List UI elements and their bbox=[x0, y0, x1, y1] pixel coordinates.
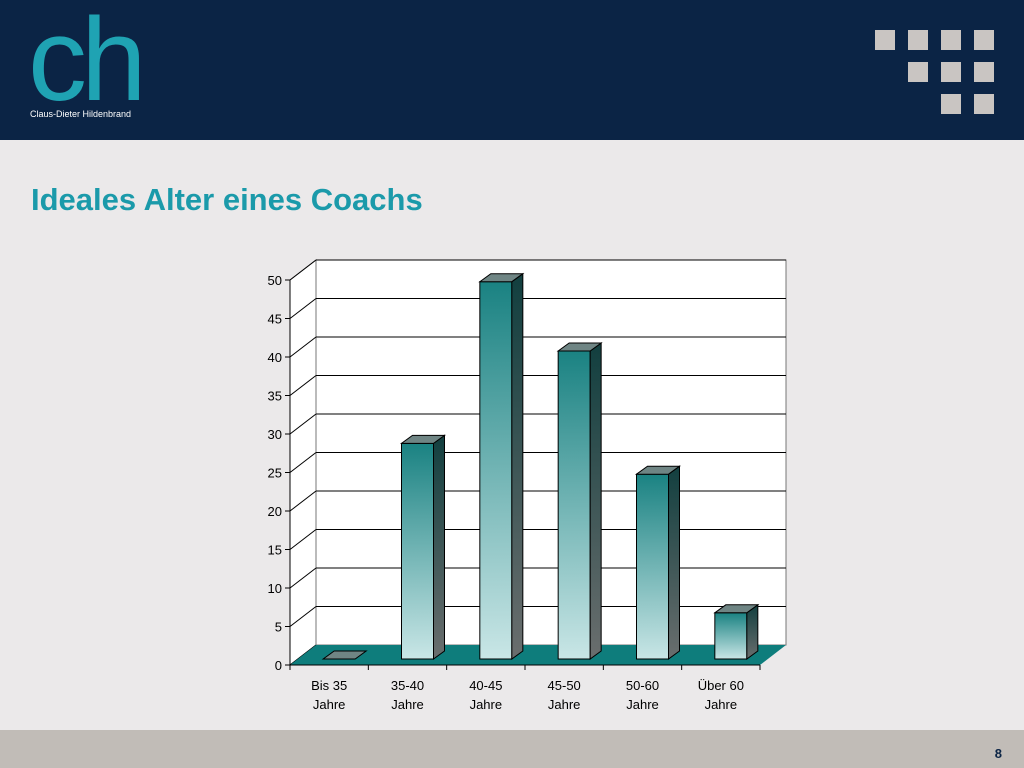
bar-side bbox=[589, 342, 602, 660]
bar-top bbox=[556, 342, 603, 352]
y-tick-label: 0 bbox=[275, 658, 282, 673]
bar-front bbox=[636, 473, 669, 660]
decor-square bbox=[941, 62, 961, 82]
y-tick-label: 35 bbox=[268, 389, 282, 404]
y-tick-label: 40 bbox=[268, 350, 282, 365]
bar-top bbox=[321, 650, 368, 660]
gridline-side bbox=[289, 413, 317, 435]
x-tick-label: Jahre bbox=[313, 697, 346, 712]
y-tick-label: 30 bbox=[268, 427, 282, 442]
bar-top bbox=[713, 604, 760, 614]
gridline-side bbox=[289, 529, 317, 550]
bar-side bbox=[746, 603, 759, 660]
gridline-side bbox=[289, 490, 317, 512]
y-tick-label: 45 bbox=[268, 312, 282, 327]
gridline-side bbox=[289, 567, 317, 589]
bar-top bbox=[399, 434, 447, 444]
x-tick-label: Jahre bbox=[470, 697, 503, 712]
bar-front bbox=[479, 281, 513, 660]
floor bbox=[290, 645, 786, 665]
gridline-side bbox=[289, 606, 317, 627]
bar-top bbox=[634, 465, 682, 475]
gridline-side bbox=[289, 336, 317, 358]
gridline-side bbox=[289, 375, 317, 396]
x-tick-label: 45-50 bbox=[548, 678, 581, 693]
x-tick-label: Jahre bbox=[391, 697, 424, 712]
bar-front bbox=[714, 612, 748, 660]
bar-side bbox=[433, 434, 445, 660]
y-tick-label: 50 bbox=[268, 273, 282, 288]
x-tick-label: 35-40 bbox=[391, 678, 424, 693]
bar-front bbox=[557, 350, 591, 660]
decor-square bbox=[875, 30, 895, 50]
decor-square bbox=[908, 62, 928, 82]
bar-top bbox=[478, 273, 525, 283]
header: ch Claus-Dieter Hildenbrand bbox=[0, 0, 1024, 140]
x-tick-label: 40-45 bbox=[469, 678, 502, 693]
gridline-side bbox=[289, 298, 317, 319]
gridline-side bbox=[289, 259, 317, 281]
x-tick-label: Über 60 bbox=[698, 678, 744, 693]
footer bbox=[0, 730, 1024, 768]
bar-side bbox=[668, 465, 680, 660]
decor-square bbox=[908, 30, 928, 50]
decor-square bbox=[941, 94, 961, 114]
decor-square bbox=[974, 94, 994, 114]
decor-square bbox=[974, 62, 994, 82]
x-tick-label: Jahre bbox=[626, 697, 659, 712]
logo: ch bbox=[28, 0, 147, 126]
decor-square bbox=[941, 30, 961, 50]
slide-title: Ideales Alter eines Coachs bbox=[31, 182, 423, 217]
bar-side bbox=[511, 272, 524, 660]
y-tick-label: 20 bbox=[268, 504, 282, 519]
decor-square bbox=[974, 30, 994, 50]
gridline-side bbox=[289, 452, 317, 473]
y-tick-label: 10 bbox=[268, 581, 282, 596]
x-tick-label: 50-60 bbox=[626, 678, 659, 693]
x-tick-label: Jahre bbox=[548, 697, 581, 712]
page-number: 8 bbox=[994, 746, 1002, 761]
x-tick-label: Jahre bbox=[705, 697, 738, 712]
logo-name: Claus-Dieter Hildenbrand bbox=[30, 109, 132, 119]
y-tick-label: 25 bbox=[268, 466, 282, 481]
y-tick-label: 5 bbox=[275, 620, 282, 635]
y-tick-label: 15 bbox=[268, 543, 282, 558]
x-tick-label: Bis 35 bbox=[311, 678, 347, 693]
bar-front bbox=[401, 442, 434, 660]
